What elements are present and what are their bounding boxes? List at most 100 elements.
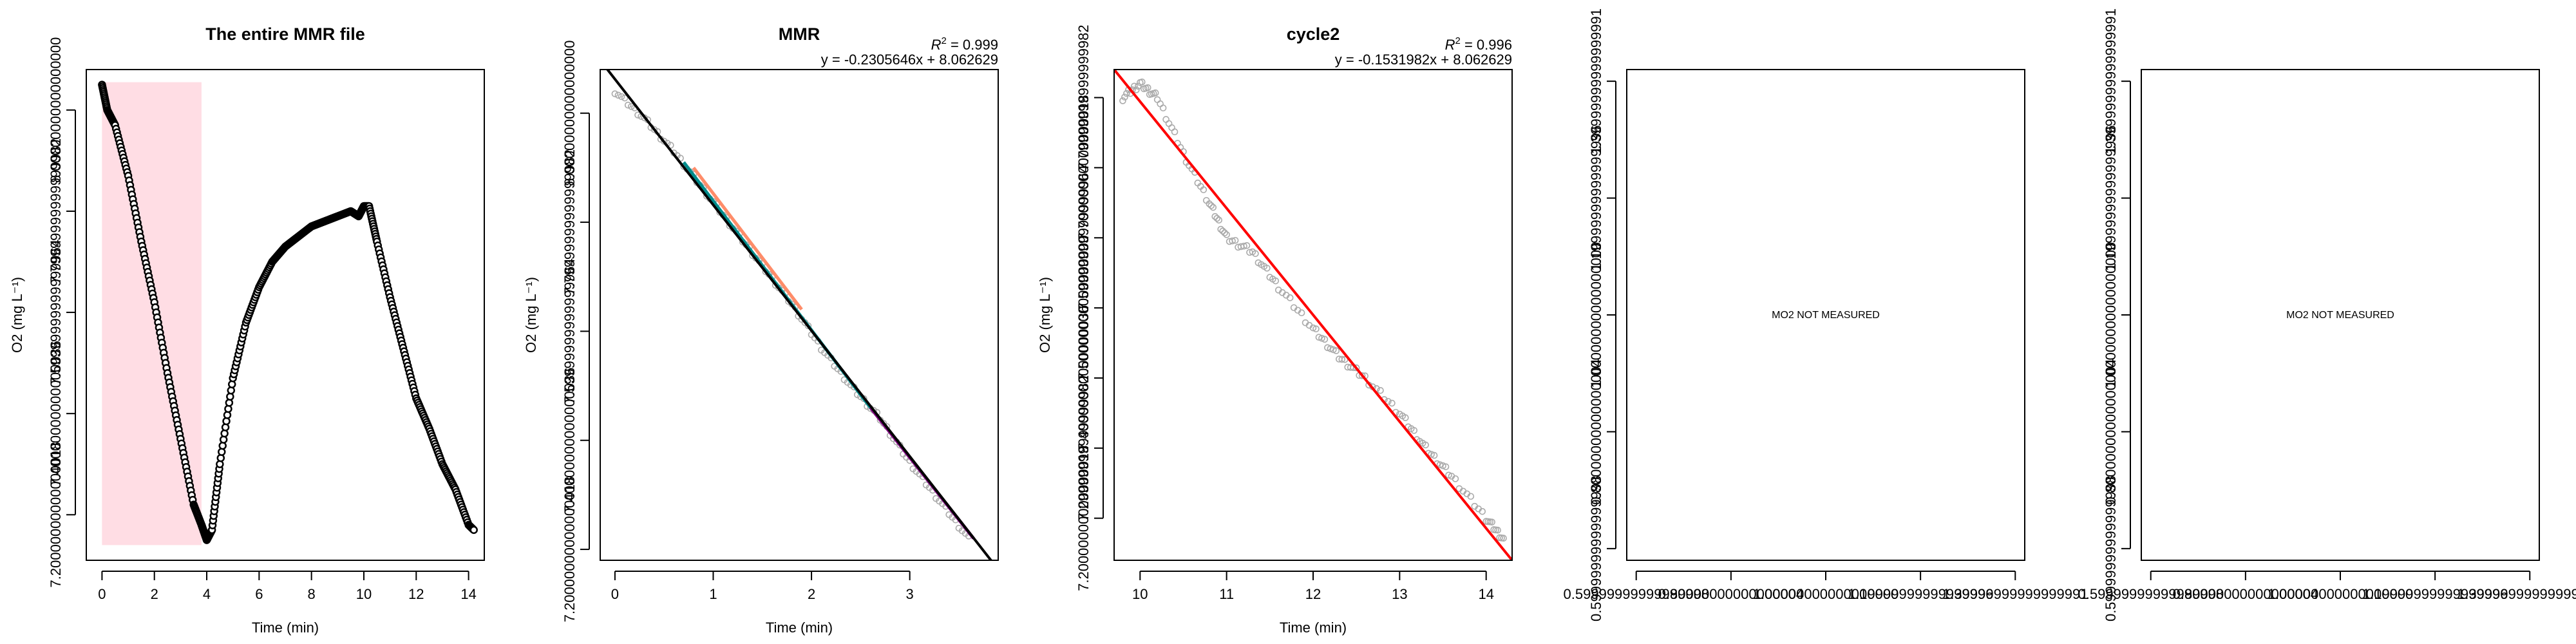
y-tick-label: 0.80000000000000004: [1588, 359, 1604, 504]
data-point: [1422, 441, 1429, 449]
data-point: [1221, 229, 1228, 236]
plot-area: [605, 70, 993, 560]
x-tick-label: 1.00000000000000000: [1753, 586, 1899, 602]
regression-equation: y = -0.2305646x + 8.062629: [821, 52, 998, 68]
x-tick-label: 1.19999999999999996: [1848, 586, 1993, 602]
chart-title: MMR: [779, 24, 820, 44]
data-point: [1229, 237, 1236, 245]
series-points-1: [98, 80, 478, 544]
x-tick-label: 3: [906, 586, 914, 602]
plot-frame: [1113, 69, 1513, 561]
data-point: [1321, 336, 1329, 343]
data-point: [1452, 475, 1459, 482]
y-tick-label: 7.40000000000000036: [562, 368, 578, 513]
data-point: [1445, 471, 1452, 479]
y-tick-label: 7.70000000000000018: [1075, 95, 1092, 240]
data-point: [1252, 250, 1259, 258]
chart-panel-5: 0.599999999999999980.800000000000000041.…: [2078, 8, 2576, 621]
y-tick-label: 7.20000000000000018: [562, 477, 578, 622]
data-point: [1358, 372, 1366, 379]
y-tick-label: 8.00000000000000000: [562, 41, 578, 186]
data-point: [1159, 104, 1167, 111]
x-axis: 0.599999999999999980.800000000000000041.…: [1564, 571, 2088, 602]
chart-panel-4: 0.599999999999999980.800000000000000041.…: [1564, 8, 2088, 621]
x-tick-label: 14: [1478, 586, 1493, 602]
data-point: [634, 111, 641, 118]
x-tick-label: 12: [408, 586, 424, 602]
data-point: [1138, 78, 1146, 86]
data-point: [1479, 507, 1486, 515]
x-tick-label: 4: [203, 586, 211, 602]
data-point: [624, 101, 632, 109]
data-point: [1208, 202, 1215, 209]
y-tick-label: 1.00000000000000000: [1588, 242, 1604, 388]
x-tick-label: 11: [1219, 586, 1234, 602]
y-tick-label: 7.59999999999999964: [1075, 165, 1092, 310]
x-axis-label: Time (min): [1280, 620, 1347, 636]
plot-area: [1114, 70, 1512, 560]
data-point: [1119, 97, 1126, 104]
data-point: [1144, 84, 1151, 91]
data-point: [1209, 204, 1217, 211]
chart-title: The entire MMR file: [205, 24, 365, 44]
y-tick-label: 7.79999999999999982: [48, 138, 64, 284]
y-axis: 0.599999999999999980.800000000000000041.…: [2103, 8, 2131, 621]
y-tick-label: 7.79999999999999982: [562, 149, 578, 295]
x-tick-label: 0.80000000000000004: [1658, 586, 1804, 602]
y-axis-label: O2 (mg L⁻¹): [9, 277, 25, 353]
y-tick-label: 0.80000000000000004: [2103, 359, 2119, 504]
series-points-1: [611, 90, 972, 540]
data-point: [1428, 451, 1435, 458]
y-axis: 0.599999999999999980.800000000000000041.…: [1588, 8, 1616, 621]
y-tick-label: 7.50000000000000000: [1075, 235, 1092, 381]
y-tick-label: 1.19999999999999996: [1588, 125, 1604, 270]
data-point: [1215, 216, 1223, 224]
x-tick-label: 6: [255, 586, 263, 602]
data-point: [1402, 414, 1409, 421]
data-point: [1165, 120, 1173, 128]
chart-panel-2: 0 1 2 3 7.200000000000000187.400000000000000…: [523, 24, 999, 636]
y-tick-label: 0.59999999999999998: [1588, 476, 1604, 621]
regression-line-1: [1114, 70, 1512, 560]
data-point: [1324, 344, 1331, 352]
r-squared-label: R2 = 0.999: [931, 35, 998, 53]
chart-title: cycle2: [1287, 24, 1340, 44]
x-axis: 10 11 12 13 14: [1132, 571, 1494, 602]
chart-panel-3: 10 11 12 13 14 7.200000000000000187.299999999…: [1037, 24, 1513, 636]
x-tick-label: 8: [308, 586, 316, 602]
data-point: [1213, 214, 1221, 222]
data-point: [1385, 397, 1392, 405]
data-point: [618, 93, 625, 100]
data-point: [1467, 493, 1475, 500]
x-tick-label: 0.59999999999999998: [1564, 586, 1709, 602]
data-point: [469, 526, 478, 535]
data-point: [1121, 93, 1128, 101]
y-axis: 7.200000000000000187.299999999999999827.…: [1075, 24, 1104, 591]
data-point: [1315, 334, 1323, 341]
data-point: [1131, 82, 1138, 90]
regression-line-1: [692, 166, 803, 311]
data-point: [1439, 462, 1446, 469]
x-tick-label: 1.39999999999999991: [1942, 586, 2088, 602]
y-tick-label: 7.59999999999999964: [562, 258, 578, 404]
data-point: [1377, 386, 1384, 394]
x-tick-label: 1.39999999999999991: [2457, 586, 2576, 602]
data-point: [1500, 535, 1507, 542]
y-tick-label: 7.59999999999999964: [48, 240, 64, 385]
r-squared-label: R2 = 0.996: [1445, 35, 1512, 53]
data-point: [614, 91, 622, 99]
data-point: [1494, 526, 1501, 534]
data-point: [628, 103, 635, 110]
data-point: [1436, 461, 1444, 468]
x-tick-label: 10: [1132, 586, 1148, 602]
data-point: [1298, 309, 1305, 317]
data-point: [1338, 355, 1346, 363]
data-point: [1162, 116, 1170, 123]
data-point: [1488, 518, 1495, 526]
data-point: [1151, 89, 1159, 97]
data-point: [611, 90, 619, 97]
data-point: [1240, 242, 1247, 250]
y-tick-label: 8.00000000000000000: [48, 37, 64, 183]
data-point: [1388, 399, 1396, 407]
